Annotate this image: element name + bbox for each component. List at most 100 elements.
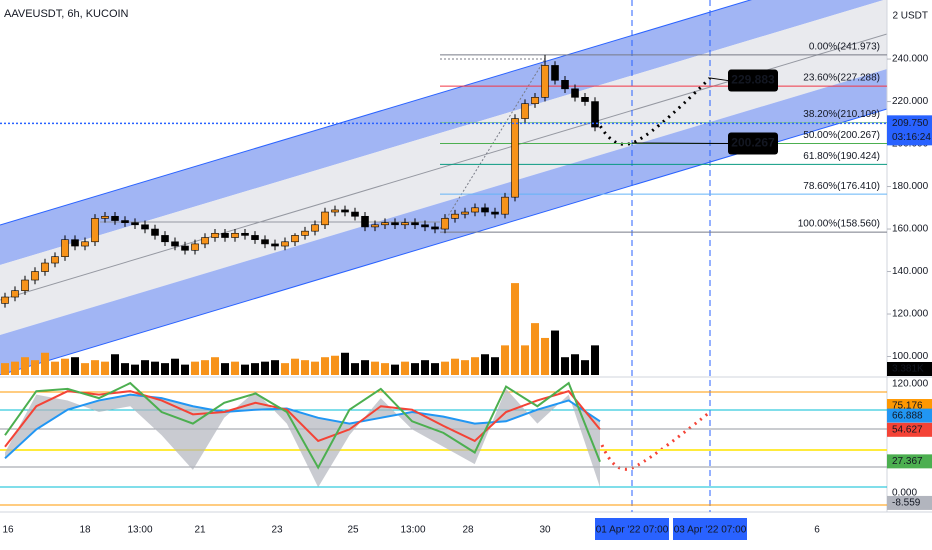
x-tick-label: 25 [347, 525, 359, 536]
target-box [728, 69, 778, 92]
volume-bar [141, 360, 149, 375]
x-tick-label: 21 [194, 525, 206, 536]
candle-body [571, 88, 579, 98]
candle-body [541, 65, 549, 98]
candle-body [331, 209, 339, 213]
y-tick-label: 120.000 [892, 309, 929, 320]
candle-body [271, 243, 279, 247]
volume-bar [291, 358, 299, 375]
candle-body [61, 239, 69, 257]
volume-bar [221, 363, 229, 375]
candle-body [301, 230, 309, 236]
candle-body [441, 218, 449, 230]
candle-body [551, 65, 559, 81]
fib-label: 38.20%(210.109) [803, 109, 880, 120]
candle-body [181, 245, 189, 251]
volume-bar [211, 357, 219, 375]
candle-body [481, 207, 489, 213]
volume-bar [201, 360, 209, 375]
volume-box [887, 362, 932, 376]
candle-body [111, 215, 119, 221]
volume-bar [411, 363, 419, 375]
volume-bar [531, 323, 539, 375]
candle-body [351, 211, 359, 217]
osc-projection [600, 410, 711, 471]
candle-body [311, 224, 319, 232]
volume-bar [181, 364, 189, 375]
candle-body [41, 262, 49, 272]
osc-label: 0.000 [892, 488, 917, 499]
osc-label-box [887, 408, 932, 423]
candle-body [51, 256, 59, 264]
target-box [728, 132, 778, 155]
osc-line [4, 393, 601, 460]
y-tick-label: 140.000 [892, 266, 929, 277]
volume-bar [251, 363, 259, 375]
osc-label: 66.888 [892, 410, 923, 421]
x-tick-label: 18 [79, 525, 91, 536]
osc-label: -8.559 [892, 498, 921, 509]
volume-bar [511, 283, 519, 375]
x-tick-label: 23 [271, 525, 283, 536]
x-tick-label: 16 [2, 525, 14, 536]
date-highlight [673, 518, 747, 540]
candle-body [451, 213, 459, 219]
volume-bar [551, 330, 559, 375]
volume-bar [161, 363, 169, 375]
volume-bar [101, 361, 109, 375]
y-tick-label: 180.000 [892, 181, 929, 192]
candle-body [151, 228, 159, 236]
candle-body [401, 222, 409, 226]
candle-body [321, 211, 329, 226]
osc-label: 54.627 [892, 424, 923, 435]
candle-body [531, 97, 539, 104]
volume-bar [61, 358, 69, 375]
y-tick-label: 220.000 [892, 96, 929, 107]
osc-line [4, 390, 601, 448]
x-tick-label: 13:00 [127, 525, 152, 536]
candle-body [221, 232, 229, 238]
candle-body [101, 215, 109, 219]
volume-bar [541, 337, 549, 375]
candle-body [391, 222, 399, 226]
regression-channel [0, 0, 887, 375]
candle-body [1, 296, 9, 304]
date-highlight [595, 518, 669, 540]
volume-bar [371, 361, 379, 375]
volume-bar [461, 360, 469, 375]
y-tick-label: 240.000 [892, 54, 929, 65]
candle-body [341, 209, 349, 213]
y-tick-label: 160.000 [892, 224, 929, 235]
volume-bar [171, 358, 179, 375]
x-tick-label: 03 Apr '22 07:00 [674, 525, 747, 536]
candle-body [191, 243, 199, 251]
candle-body [201, 237, 209, 245]
candle-body [121, 220, 129, 223]
volume-bar [401, 361, 409, 375]
volume-bar [241, 364, 249, 375]
x-tick-label: 30 [539, 525, 551, 536]
chart-title: AAVEUSDT, 6h, KUCOIN [4, 8, 129, 20]
candle-body [241, 232, 249, 236]
volume-bar [421, 360, 429, 375]
candle-body [501, 196, 509, 215]
volume-bar [521, 345, 529, 375]
volume-bar [481, 354, 489, 375]
target-label: 200.267 [731, 136, 775, 150]
volume-bar [361, 360, 369, 375]
candle-body [421, 224, 429, 228]
candle-body [71, 239, 79, 247]
volume-bar [11, 361, 19, 375]
candle-body [461, 211, 469, 215]
x-tick-label: 28 [462, 525, 474, 536]
volume-bar [191, 361, 199, 375]
price-unit: 2 USDT [892, 11, 928, 22]
candle-body [91, 218, 99, 243]
volume-bar [21, 357, 29, 375]
osc-line [4, 381, 601, 470]
candle-body [11, 290, 19, 298]
volume-bar [571, 354, 579, 375]
target-label: 229.883 [731, 73, 775, 87]
volume-bar [301, 360, 309, 375]
fib-label: 78.60%(176.410) [803, 181, 880, 192]
